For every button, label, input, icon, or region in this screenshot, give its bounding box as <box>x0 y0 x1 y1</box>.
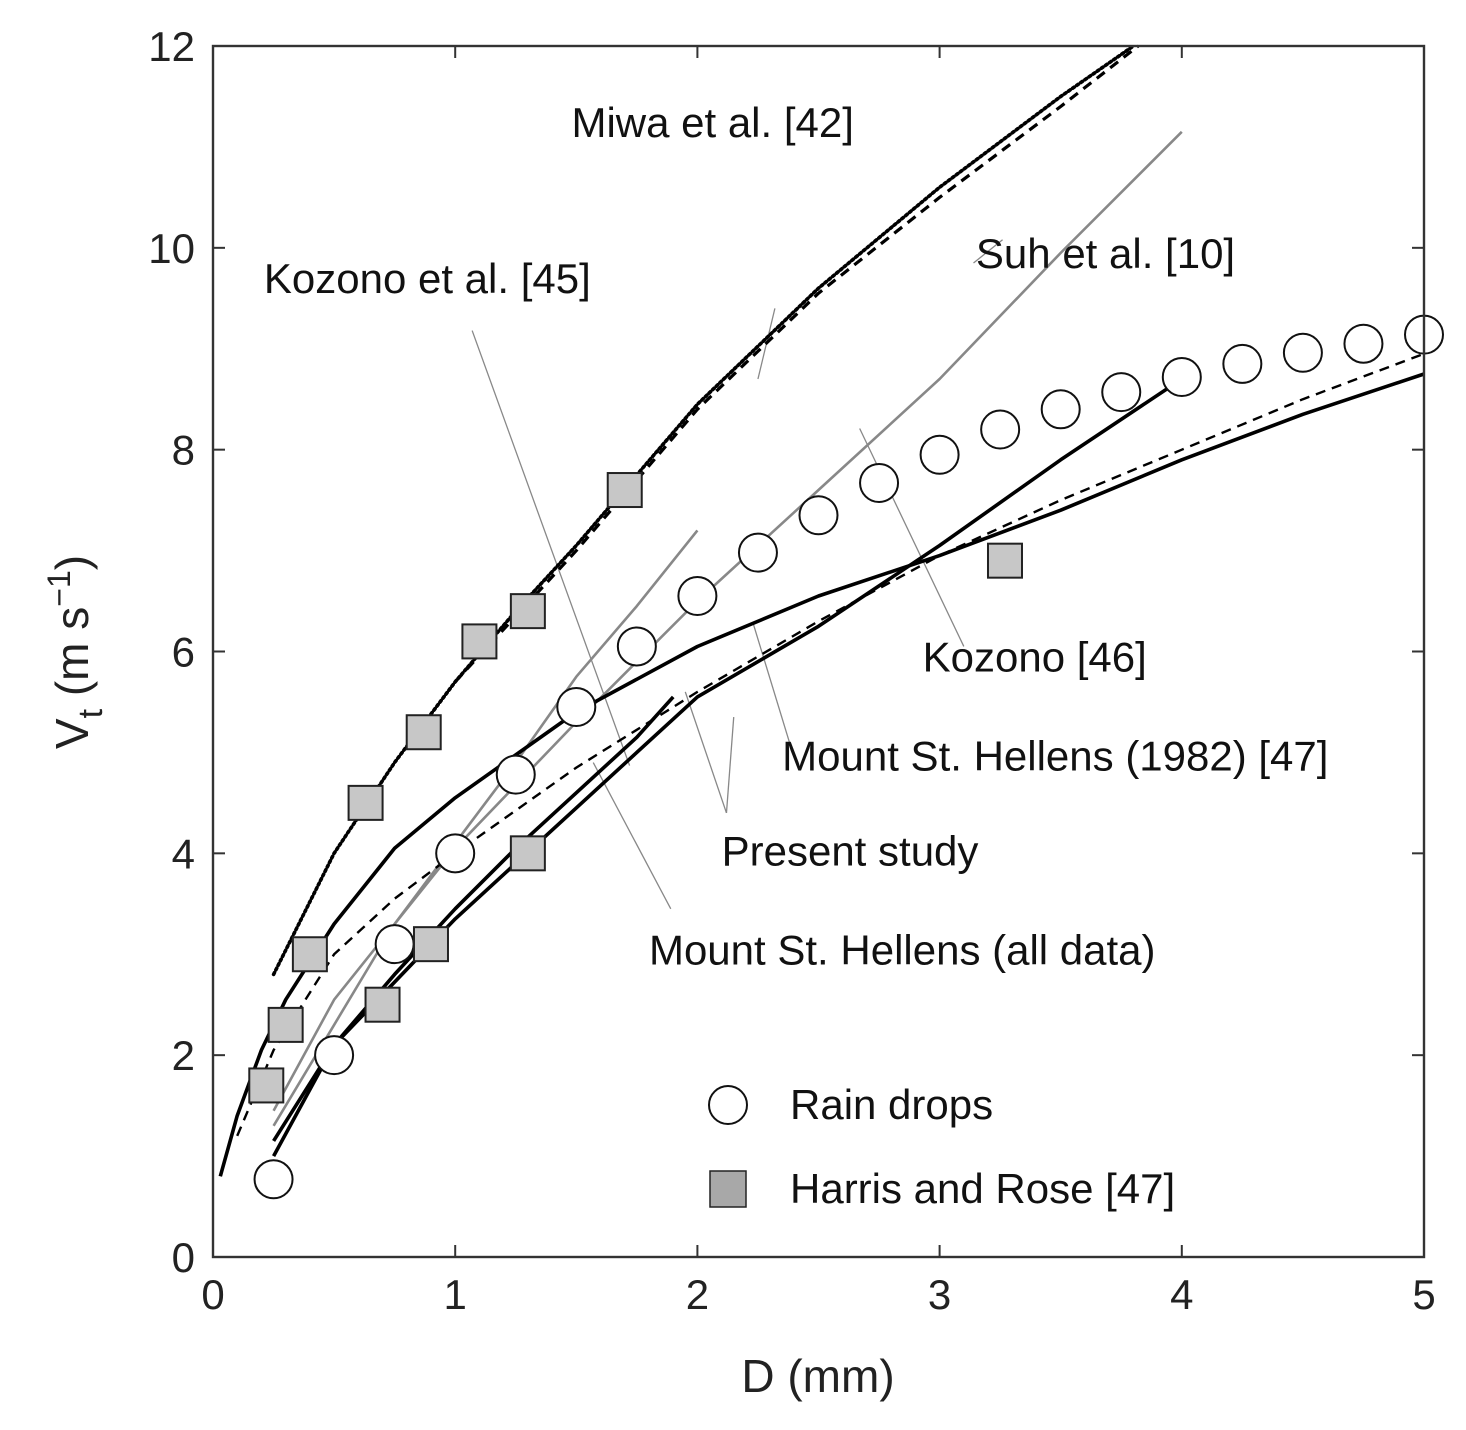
y-tick-label: 0 <box>172 1234 195 1281</box>
y-axis-title-close: ) <box>46 555 98 570</box>
legend-marker-open-circle <box>708 1085 748 1125</box>
rain-drop-point <box>556 687 597 728</box>
annotation-present-study: Present study <box>722 827 979 874</box>
legend-marker-gray-square <box>709 1170 747 1208</box>
harris-rose-point <box>986 542 1023 579</box>
legend-label-rain-drops: Rain drops <box>790 1081 993 1128</box>
leader-line-present-study-2 <box>725 717 735 814</box>
rain-drop-point <box>495 754 536 795</box>
annotation-mount-st-hellens-all-data: Mount St. Hellens (all data) <box>649 926 1156 973</box>
annotation-mount-st-hellens-1982-47: Mount St. Hellens (1982) [47] <box>782 733 1328 780</box>
y-axis-title-main: V <box>46 718 98 749</box>
harris-rose-point <box>412 926 449 963</box>
x-axis-title: D (mm) <box>741 1350 894 1402</box>
harris-rose-point <box>509 593 546 630</box>
rain-drop-point <box>1282 332 1323 373</box>
y-tick-label: 4 <box>172 830 195 877</box>
y-axis-title-unit: (m s <box>46 607 98 709</box>
x-tick-label: 5 <box>1412 1271 1435 1318</box>
rain-drop-point <box>1101 372 1142 413</box>
x-tick-label: 0 <box>201 1271 224 1318</box>
x-tick-label: 4 <box>1170 1271 1193 1318</box>
legend-label-harris-and-rose-47: Harris and Rose [47] <box>790 1165 1175 1212</box>
leader-line-suh-et-al-10-1 <box>973 239 1003 264</box>
harris-rose-point <box>606 472 643 509</box>
annotation-miwa-et-al-42: Miwa et al. [42] <box>571 99 853 146</box>
rain-drop-point <box>859 462 900 503</box>
rain-drop-point <box>737 532 778 573</box>
annotation-kozono-46: Kozono [46] <box>923 634 1147 681</box>
leader-line-mount-st-hellens-all-data-1 <box>592 762 672 910</box>
harris-rose-point <box>347 784 384 821</box>
plot-area <box>213 46 1424 1257</box>
rain-drop-point <box>677 575 718 616</box>
harris-rose-point <box>267 1006 304 1043</box>
y-axis-title-sup: −1 <box>41 570 77 606</box>
rain-drop-point <box>980 409 1021 450</box>
y-tick-label: 10 <box>148 225 195 272</box>
rain-drop-point <box>798 495 839 536</box>
harris-rose-point <box>248 1067 285 1104</box>
harris-rose-point <box>364 986 401 1023</box>
rain-drop-point <box>435 833 476 874</box>
rain-drop-point <box>919 434 960 475</box>
harris-rose-point <box>405 714 442 751</box>
rain-drop-point <box>1040 389 1081 430</box>
series-line-suh-et-al-10 <box>454 44 1140 683</box>
y-tick-label: 6 <box>172 629 195 676</box>
annotation-kozono-et-al-45: Kozono et al. [45] <box>264 255 591 302</box>
harris-rose-point <box>461 623 498 660</box>
rain-drop-point <box>1161 357 1202 398</box>
annotation-suh-et-al-10: Suh et al. [10] <box>976 230 1235 277</box>
rain-drop-point <box>314 1035 355 1076</box>
x-tick-label: 2 <box>686 1271 709 1318</box>
y-axis-title-sub: t <box>72 708 110 718</box>
y-axis-title: Vt (m s−1) <box>41 555 110 749</box>
series-line-kozono-et-al-45 <box>272 529 699 1127</box>
series-line-miwa-et-al-42 <box>271 44 1136 977</box>
y-tick-label: 2 <box>172 1032 195 1079</box>
leader-line-kozono-et-al-45-1 <box>471 330 631 766</box>
rain-drop-point <box>374 924 415 965</box>
rain-drop-point <box>1222 343 1263 384</box>
x-tick-label: 1 <box>444 1271 467 1318</box>
rain-drop-point <box>1343 323 1384 364</box>
y-tick-label: 12 <box>148 23 195 70</box>
y-tick-label: 8 <box>172 427 195 474</box>
leader-line-present-study-1 <box>684 691 728 814</box>
leader-line-mount-st-hellens-1982-47-1 <box>752 623 791 743</box>
rain-drop-point <box>616 626 657 667</box>
series-line-present-study-dashed <box>236 352 1425 1137</box>
harris-rose-point <box>291 936 328 973</box>
rain-drop-point <box>253 1159 294 1200</box>
harris-rose-point <box>509 835 546 872</box>
series-line-mount-st-hellens-all-data <box>272 695 675 1142</box>
x-tick-label: 3 <box>928 1271 951 1318</box>
